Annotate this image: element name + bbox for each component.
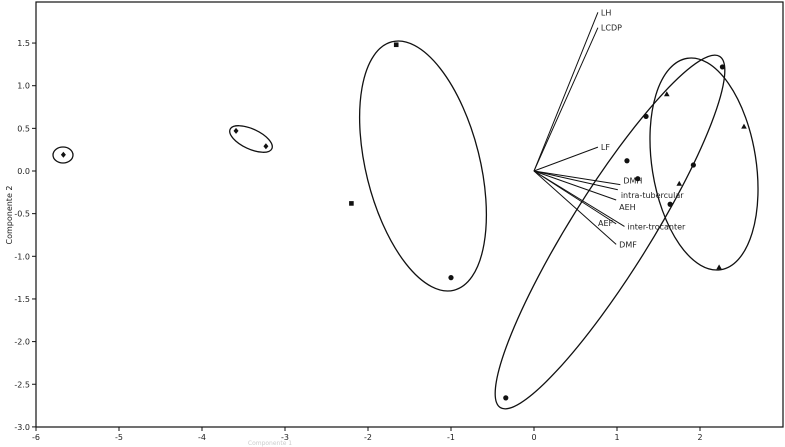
group-ellipse-1 [52,146,74,164]
x-tick-label: 2 [697,433,702,442]
data-point-circle [503,395,509,401]
group-ellipses [52,40,759,410]
loading-vector-LCDP [533,27,599,172]
loading-label: intra-tubercular [621,191,684,200]
group-ellipse-3 [358,40,488,292]
data-point-circle [667,201,673,207]
data-point-circle [719,64,726,70]
data-point-circle [624,158,630,164]
y-tick-label: -3.0 [14,423,30,432]
x-tick-label: -6 [32,433,40,442]
y-axis-label: Componente 2 [5,186,14,245]
loading-vector-LF [533,146,599,172]
data-point-diamond [233,127,239,134]
y-tick-label: -1.5 [14,295,30,304]
data-point-square [349,201,354,206]
data-point-circle [448,275,454,281]
y-tick-label: -1.0 [14,252,30,261]
data-point-triangle [716,264,722,270]
loading-label: inter-trocanter [627,222,686,231]
loading-label: LCDP [601,24,622,33]
data-point-circle [643,113,649,120]
data-point-circle [635,176,641,182]
loading-label: LH [601,8,611,17]
y-tick-label: 0.5 [17,124,30,133]
loading-label: AEF [598,219,614,228]
data-point-square [393,42,399,48]
y-tick-label: 1.5 [17,39,30,48]
data-point-circle [690,162,696,168]
y-tick-label: 1.0 [17,82,30,91]
y-tick-label: -2.0 [14,338,30,347]
group-ellipse-2 [229,125,273,153]
y-tick-label: -2.5 [14,380,30,389]
x-tick-label: -3 [281,433,289,442]
x-axis-label: Componente 1 [248,440,292,447]
group-ellipse-4 [494,54,726,410]
x-tick-label: -2 [364,433,372,442]
loading-label: LF [601,143,610,152]
data-point-triangle [741,123,747,129]
loading-vector-AEH [533,170,617,201]
data-point-diamond [60,151,66,158]
x-tick-label: 1 [614,433,619,442]
y-tick-label: -0.5 [14,210,30,219]
group-ellipse-5 [649,57,759,271]
loading-vector-intra-tubercular [533,170,618,191]
loading-label: AEH [619,203,636,212]
x-tick-label: -4 [198,433,206,442]
data-point-triangle [676,180,683,186]
loading-vector-DMH [533,170,621,186]
y-tick-label: 0.0 [17,167,30,176]
x-tick-label: -1 [447,433,455,442]
loading-label: DMF [619,240,637,249]
x-tick-label: -5 [115,433,123,442]
loading-vector-DMF [533,170,617,245]
data-point-diamond [263,143,269,150]
data-point-triangle [664,91,670,97]
x-tick-label: 0 [531,433,536,442]
loading-vector-inter-trocanter [533,170,625,227]
loading-label: DMH [623,177,642,186]
plot-frame [35,1,784,428]
loading-vector-LH [533,12,599,172]
